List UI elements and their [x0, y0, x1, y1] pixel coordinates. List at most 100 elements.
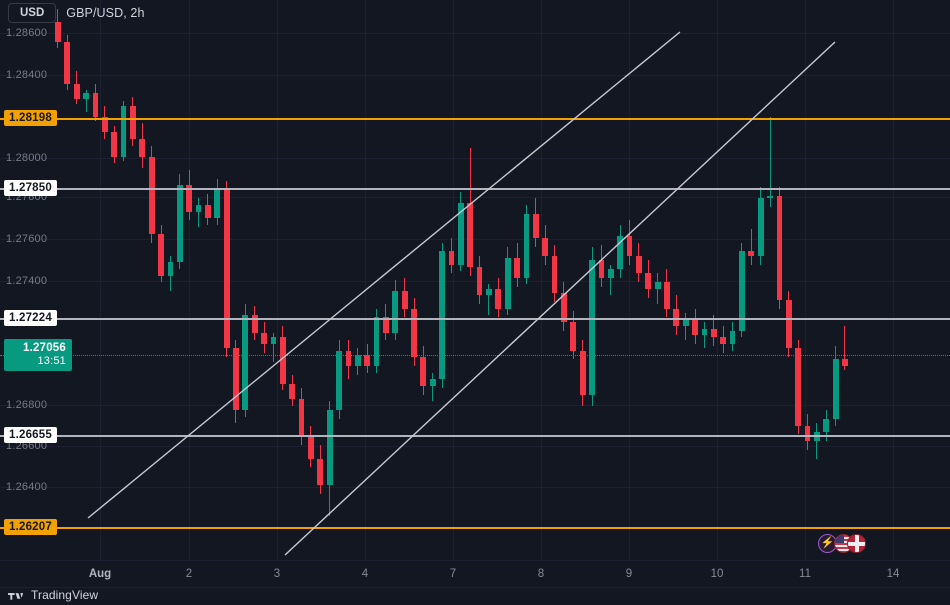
candlestick: [158, 0, 164, 560]
candlestick: [317, 0, 324, 560]
price-level-1-27850-line[interactable]: [0, 188, 950, 190]
candlestick: [308, 0, 314, 560]
price-tick-label: 1.28600: [6, 27, 48, 39]
price-level-1-26655[interactable]: 1.26655: [4, 427, 57, 443]
candlestick: [83, 0, 89, 560]
vertical-gridline: [189, 0, 190, 560]
price-level-1-27850[interactable]: 1.27850: [4, 180, 57, 196]
candle-wick: [272, 332, 274, 362]
candle-body: [55, 22, 61, 42]
candlestick: [739, 0, 745, 560]
candle-body: [832, 359, 839, 419]
candle-body: [842, 359, 848, 366]
candlestick: [429, 0, 436, 560]
vertical-gridline: [365, 0, 366, 560]
price-level-1-27224[interactable]: 1.27224: [4, 310, 57, 326]
candlestick: [532, 0, 539, 560]
price-level-1-26207-line[interactable]: [0, 527, 950, 529]
vertical-gridline: [805, 0, 806, 560]
symbol-title[interactable]: GBP/USD, 2h: [66, 6, 145, 20]
candle-body: [205, 205, 211, 219]
candle-body: [186, 185, 193, 212]
candlestick: [757, 0, 764, 560]
candlestick: [617, 0, 624, 560]
time-axis[interactable]: Aug 2 3 4 7 8 9 10 11 14: [0, 560, 950, 588]
candlestick: [664, 0, 670, 560]
candlestick: [579, 0, 586, 560]
candlestick: [804, 0, 811, 560]
candlestick: [92, 0, 99, 560]
time-tick-label: Aug: [88, 568, 112, 580]
price-level-1-26207[interactable]: 1.26207: [4, 519, 57, 535]
candlestick: [411, 0, 417, 560]
tradingview-watermark[interactable]: TradingView: [8, 588, 98, 602]
trendline-upper[interactable]: [284, 41, 836, 556]
current-price-chip[interactable]: 1.27056 13:51: [4, 339, 72, 371]
candle-body: [317, 458, 324, 486]
chart-plot-area[interactable]: [0, 0, 950, 560]
tradingview-label: TradingView: [31, 588, 99, 602]
candlestick: [776, 0, 783, 560]
candle-body: [476, 266, 483, 296]
candle-body: [429, 379, 436, 386]
candle-wick: [610, 264, 612, 296]
price-level-1-28198-line[interactable]: [0, 118, 950, 120]
currency-badge[interactable]: USD: [8, 3, 57, 23]
candle-wick: [844, 326, 846, 371]
price-level-1-27224-line[interactable]: [0, 318, 950, 320]
candle-body: [308, 436, 314, 459]
time-tick-label: 3: [273, 568, 281, 580]
candlestick: [205, 0, 211, 560]
candle-body: [673, 308, 680, 327]
candle-body: [242, 315, 249, 411]
candle-body: [635, 255, 642, 274]
uk-flag-icon[interactable]: [847, 534, 866, 553]
candlestick: [748, 0, 755, 560]
trendline-lower[interactable]: [87, 31, 681, 519]
candlestick: [176, 0, 183, 560]
candle-body: [73, 83, 80, 100]
candlestick: [139, 0, 146, 560]
candle-body: [579, 350, 586, 395]
candlestick: [795, 0, 802, 560]
candlestick: [551, 0, 558, 560]
candle-body: [139, 138, 146, 157]
candle-body: [495, 288, 502, 309]
vertical-gridline: [893, 0, 894, 560]
price-level-1-28198[interactable]: 1.28198: [4, 110, 57, 126]
vertical-gridline: [717, 0, 718, 560]
candlestick: [148, 0, 155, 560]
chart-header: USD GBP/USD, 2h: [0, 0, 145, 26]
candlestick: [354, 0, 361, 560]
price-tick-label: 1.28000: [6, 152, 48, 164]
candlestick: [336, 0, 342, 560]
candle-body: [542, 238, 549, 256]
candle-wick: [85, 90, 87, 113]
candle-body: [617, 235, 624, 269]
candle-body: [748, 251, 755, 256]
us-flag-canton: [835, 535, 844, 543]
candlestick: [542, 0, 549, 560]
candle-body: [448, 251, 455, 265]
candle-body: [457, 202, 464, 265]
price-level-1-26655-line[interactable]: [0, 435, 950, 437]
candlestick: [561, 0, 567, 560]
candle-body: [364, 354, 371, 366]
candlestick: [233, 0, 239, 560]
candlestick: [223, 0, 230, 560]
candlestick: [289, 0, 296, 560]
candle-body: [345, 350, 352, 366]
current-price-chip-line[interactable]: [0, 355, 950, 356]
candle-wick: [769, 116, 771, 208]
candle-body: [120, 105, 127, 157]
candlestick: [101, 0, 108, 560]
candlestick: [214, 0, 221, 560]
candlestick: [111, 0, 118, 560]
symbol-flag-badges[interactable]: ⚡: [818, 534, 866, 553]
candlestick: [523, 0, 530, 560]
candle-body: [279, 337, 286, 384]
candle-body: [195, 205, 202, 212]
candle-body: [101, 116, 108, 133]
candle-body: [692, 319, 698, 336]
